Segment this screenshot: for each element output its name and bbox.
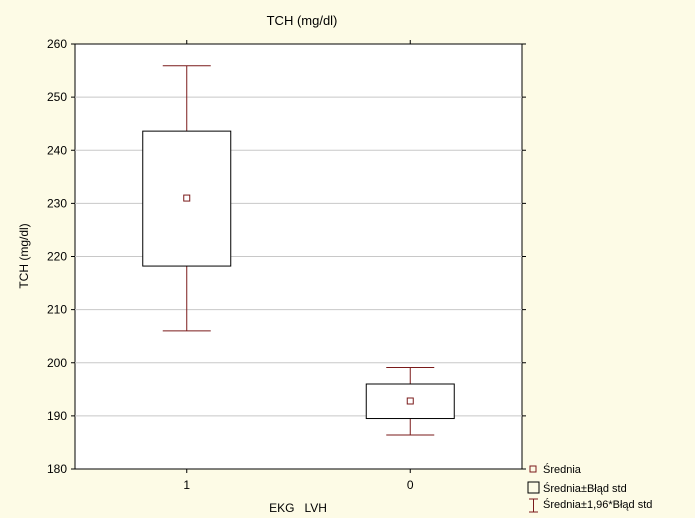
y-tick-label: 220 — [47, 250, 67, 264]
y-tick-label: 250 — [47, 90, 67, 104]
y-axis-label: TCH (mg/dl) — [17, 223, 31, 288]
legend-label-ci: Średnia±1,96*Błąd std — [543, 498, 652, 511]
se-box — [365, 383, 455, 420]
x-tick-label: 1 — [183, 478, 190, 492]
chart-title: TCH (mg/dl) — [267, 13, 338, 28]
box-group-0 — [365, 367, 455, 436]
y-tick-label: 190 — [47, 409, 67, 423]
boxes — [142, 65, 455, 436]
se-box — [142, 130, 232, 267]
legend: Średnia Średnia±Błąd std Średnia±1,96*Bł… — [527, 463, 652, 513]
legend-ci-whisker-icon — [529, 498, 538, 513]
legend-se-box-icon — [527, 481, 540, 494]
mean-marker — [183, 194, 191, 202]
y-tick-label: 210 — [47, 303, 67, 317]
y-tick-label: 230 — [47, 196, 67, 210]
legend-label-se: Średnia±Błąd std — [543, 482, 627, 495]
legend-label-mean: Średnia — [543, 463, 582, 476]
y-tick-label: 240 — [47, 143, 67, 157]
x-axis-label: EKG LVH — [269, 501, 327, 515]
y-tick-label: 180 — [47, 462, 67, 476]
y-axis-ticks: 180 190 200 210 220 230 240 250 260 — [47, 37, 526, 476]
y-tick-label: 260 — [47, 37, 67, 51]
x-tick-label: 0 — [407, 478, 414, 492]
mean-marker — [406, 397, 414, 405]
box-group-1 — [142, 65, 232, 332]
y-tick-label: 200 — [47, 356, 67, 370]
legend-mean-marker-icon — [529, 465, 537, 473]
